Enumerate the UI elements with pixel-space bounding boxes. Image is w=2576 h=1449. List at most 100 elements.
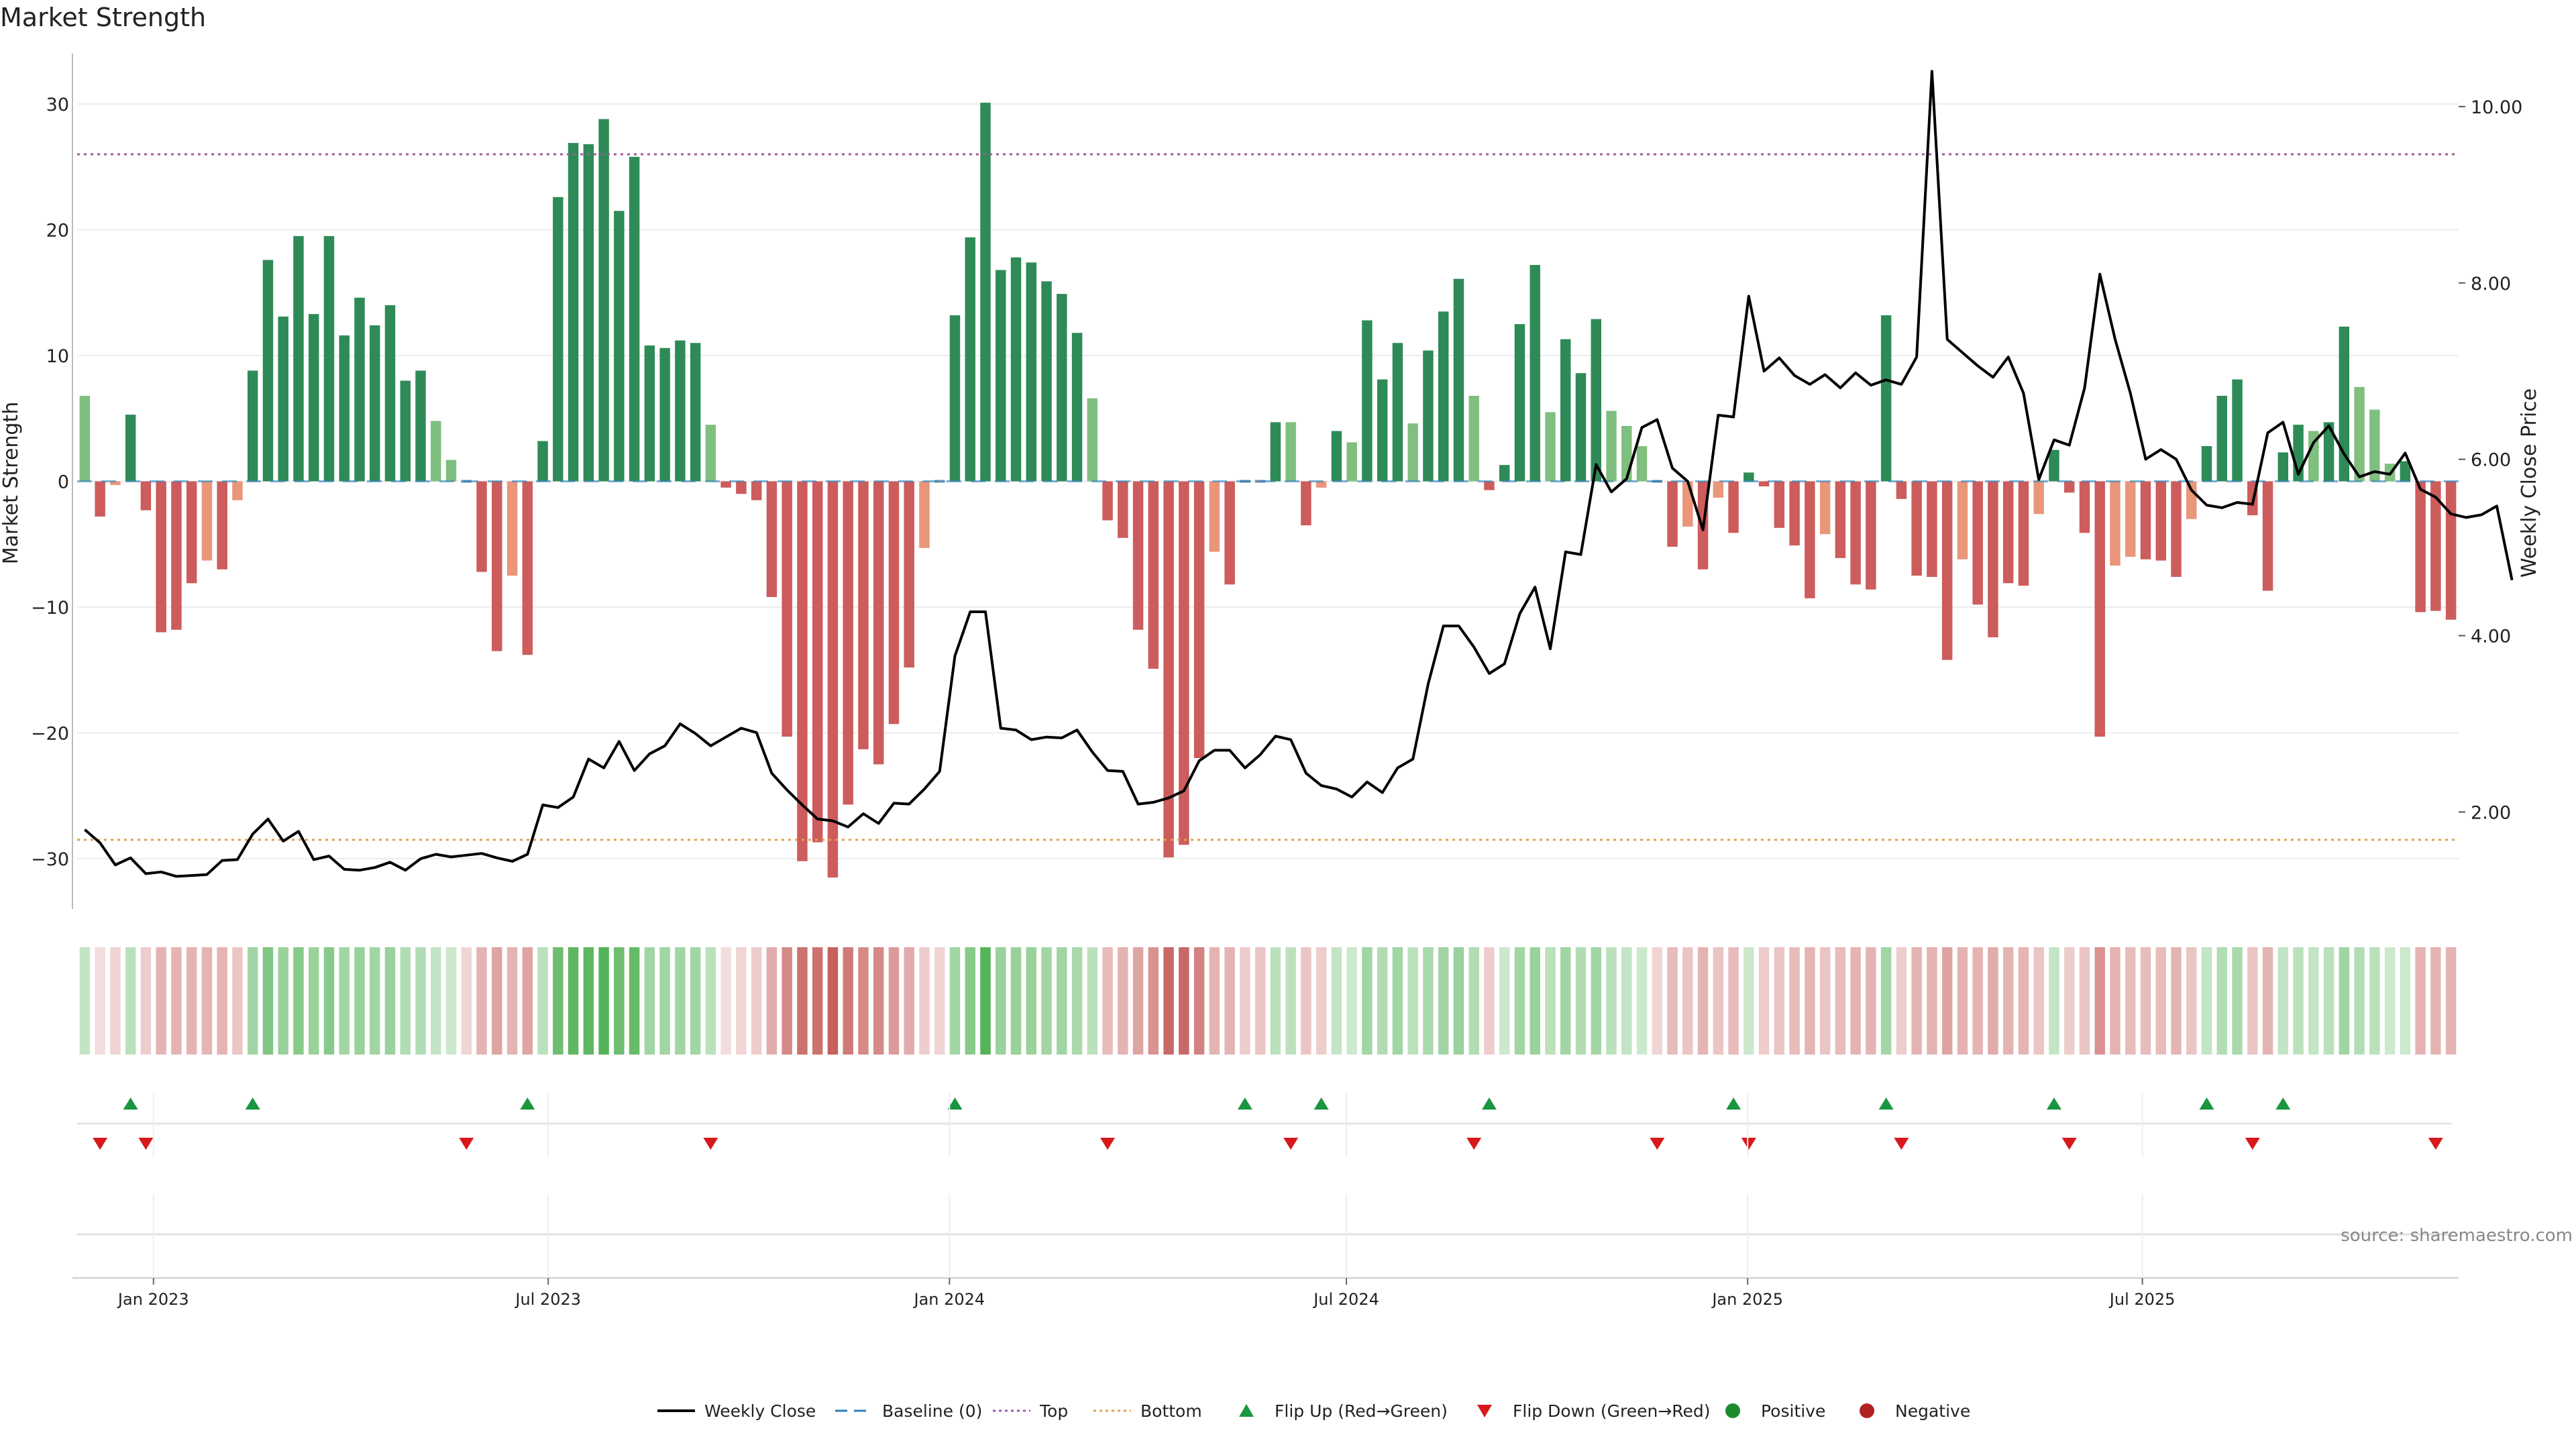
strength-bar [919, 481, 930, 548]
strength-bar [2277, 452, 2289, 482]
strength-bars [79, 103, 2457, 878]
x-tick-label: Jan 2023 [117, 1290, 189, 1309]
strip-cell [827, 947, 839, 1055]
strip-cell [2140, 947, 2151, 1055]
strip-cell [675, 947, 686, 1055]
strength-bar [232, 481, 243, 500]
strength-bar [1301, 481, 1311, 526]
strip-cell [400, 947, 411, 1055]
y2-tick-label: 8.00 [2471, 274, 2511, 294]
strip-cell [2262, 947, 2273, 1055]
strength-bar [629, 156, 640, 482]
x-tick-label: Jul 2023 [514, 1290, 581, 1309]
strip-cell [1407, 947, 1418, 1055]
strip-cell [1988, 947, 1998, 1055]
strength-bar [2216, 396, 2228, 482]
strip-cell [1728, 947, 1739, 1055]
strip-cell [644, 947, 655, 1055]
strength-bar [278, 316, 288, 482]
y2-tick-label: 4.00 [2471, 627, 2511, 647]
strength-bar [782, 481, 792, 737]
strength-bar [1316, 481, 1327, 488]
strength-bar [1713, 481, 1724, 498]
strip-cell [293, 947, 304, 1055]
strip-cell [445, 947, 457, 1055]
flip-up-marker [2275, 1097, 2291, 1110]
strength-bar [1423, 350, 1434, 482]
legend-label: Negative [1895, 1401, 1970, 1421]
strip-cell [812, 947, 823, 1055]
strength-bar [583, 144, 594, 482]
strip-cell [1880, 947, 1892, 1055]
strip-cell [1163, 947, 1174, 1055]
strip-cell [1850, 947, 1861, 1055]
strength-bar [1148, 481, 1159, 669]
strip-cell [2384, 947, 2396, 1055]
strength-bar [873, 481, 884, 765]
strip-cell [1545, 947, 1556, 1055]
strength-bar [2400, 461, 2411, 482]
strip-cell [797, 947, 808, 1055]
strip-cell [1713, 947, 1724, 1055]
y-tick-label: −30 [31, 849, 69, 870]
strength-bar [415, 370, 426, 482]
strip-cell [354, 947, 365, 1055]
strip-cell [1682, 947, 1693, 1055]
strip-cell [1010, 947, 1022, 1055]
strength-bar [1118, 481, 1128, 538]
strip-cell [2216, 947, 2228, 1055]
strength-bar [1468, 396, 1479, 482]
strength-bar [262, 260, 274, 482]
strip-cell [79, 947, 91, 1055]
legend-item: Top [993, 1401, 1068, 1421]
legend-label: Flip Down (Green→Red) [1513, 1401, 1711, 1421]
strength-bar [1362, 320, 1373, 482]
strip-cell [1270, 947, 1281, 1055]
strength-bar [1163, 481, 1174, 858]
strip-cell [1819, 947, 1831, 1055]
strength-bar [384, 305, 396, 482]
strength-bar [965, 237, 975, 482]
legend-swatch [1725, 1403, 1740, 1418]
strength-bar [1988, 481, 1998, 637]
strip-cell [308, 947, 319, 1055]
strip-cell [1224, 947, 1235, 1055]
strip-cell [568, 947, 579, 1055]
strip-cell [1575, 947, 1587, 1055]
strip-cell [1148, 947, 1159, 1055]
strip-cell [2415, 947, 2426, 1055]
strength-bar [1132, 481, 1144, 630]
strip-cell [2033, 947, 2044, 1055]
strength-bar [858, 481, 869, 749]
strip-cell [1636, 947, 1648, 1055]
strip-cell [1606, 947, 1617, 1055]
strength-bar [2140, 481, 2151, 559]
strip-cell [2369, 947, 2380, 1055]
strip-cell [370, 947, 380, 1055]
strength-bar [186, 481, 197, 584]
strength-bar [156, 481, 166, 633]
strip-cell [2354, 947, 2365, 1055]
strength-bar [537, 441, 548, 482]
strip-cell [2155, 947, 2166, 1055]
strength-bar [2369, 409, 2380, 482]
strip-cell [2049, 947, 2059, 1055]
strip-cell [705, 947, 716, 1055]
strength-bar [1774, 481, 1785, 528]
flip-down-marker [93, 1138, 108, 1150]
strength-bar [614, 211, 625, 482]
y2-tick-label: 6.00 [2471, 450, 2511, 471]
strength-bar [293, 235, 304, 482]
strength-bar [2171, 481, 2182, 577]
strength-bar [1957, 481, 1968, 559]
x-tick-label: Jan 2025 [1711, 1290, 1783, 1309]
strength-bar [1026, 262, 1037, 482]
flip-up-marker [2046, 1097, 2061, 1110]
strip-cell [980, 947, 991, 1055]
price-line-group [84, 70, 2514, 878]
strip-cell [110, 947, 121, 1055]
flip-up-marker [1237, 1097, 1252, 1110]
strength-bar [1499, 465, 1510, 482]
strip-cell [1102, 947, 1113, 1055]
